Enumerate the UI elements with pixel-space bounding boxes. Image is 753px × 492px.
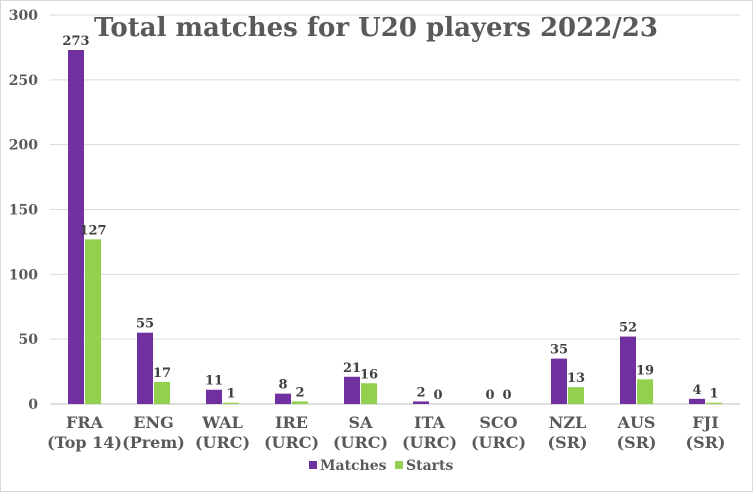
data-label-matches-ire: 8 xyxy=(278,378,287,393)
bar-matches-nzl xyxy=(551,358,567,404)
bar-matches-eng xyxy=(137,332,153,404)
x-tick-label-aus-1: (SR) xyxy=(617,433,657,452)
bar-starts-nzl xyxy=(568,387,584,404)
x-tick-label-eng-0: ENG xyxy=(133,413,173,432)
data-label-starts-aus: 19 xyxy=(636,363,654,378)
data-label-matches-fji: 4 xyxy=(692,383,701,398)
x-tick-label-nzl-0: NZL xyxy=(549,413,587,432)
bar-matches-aus xyxy=(620,336,636,404)
bar-starts-eng xyxy=(154,381,170,404)
y-axis-ticks: 0 50 100 150 200 250 300 xyxy=(9,8,38,413)
x-tick-label-sa-1: (URC) xyxy=(333,433,388,452)
legend-label-matches: Matches xyxy=(320,458,387,474)
x-tick-label-aus-0: AUS xyxy=(617,413,656,432)
x-tick-label-fji-1: (SR) xyxy=(686,433,726,452)
x-tick-label-wal-0: WAL xyxy=(201,413,243,432)
y-tick-label: 50 xyxy=(19,332,39,348)
bar-matches-fra xyxy=(68,50,84,404)
y-tick-label: 0 xyxy=(28,397,38,413)
y-tick-label: 300 xyxy=(9,8,38,24)
x-tick-label-fra-1: (Top 14) xyxy=(47,433,122,452)
bar-matches-ita xyxy=(413,401,429,404)
data-label-matches-aus: 52 xyxy=(619,321,637,336)
x-tick-label-wal-1: (URC) xyxy=(195,433,250,452)
x-tick-label-fra-0: FRA xyxy=(66,413,104,432)
bar-matches-fji xyxy=(689,398,705,404)
legend-swatch-matches xyxy=(309,461,317,469)
x-tick-label-sco-0: SCO xyxy=(479,413,517,432)
data-label-matches-nzl: 35 xyxy=(550,343,568,358)
data-label-matches-fra: 273 xyxy=(62,34,89,49)
legend-label-starts: Starts xyxy=(406,458,453,474)
legend: Matches Starts xyxy=(309,458,453,474)
data-label-matches-wal: 11 xyxy=(205,374,223,389)
data-label-matches-ita: 2 xyxy=(416,385,425,400)
x-tick-label-sco-1: (URC) xyxy=(471,433,526,452)
data-label-matches-sco: 0 xyxy=(485,388,494,403)
bars xyxy=(68,50,722,404)
bar-starts-wal xyxy=(223,402,239,404)
x-tick-label-ita-0: ITA xyxy=(414,413,446,432)
data-label-starts-eng: 17 xyxy=(153,366,171,381)
x-tick-label-ire-0: IRE xyxy=(275,413,308,432)
x-axis-ticks: FRA(Top 14)ENG(Prem)WAL(URC)IRE(URC)SA(U… xyxy=(47,413,725,452)
data-label-starts-sa: 16 xyxy=(360,367,378,382)
bar-starts-fra xyxy=(85,239,101,404)
bar-starts-sa xyxy=(361,383,377,404)
y-tick-label: 250 xyxy=(9,73,38,89)
legend-swatch-starts xyxy=(395,461,403,469)
bar-starts-fji xyxy=(706,402,722,404)
y-tick-label: 150 xyxy=(9,203,38,219)
data-label-starts-wal: 1 xyxy=(226,387,235,402)
bar-matches-sa xyxy=(344,376,360,404)
data-label-starts-ire: 2 xyxy=(295,385,304,400)
x-tick-label-eng-1: (Prem) xyxy=(122,433,185,452)
y-tick-label: 200 xyxy=(9,138,38,154)
bar-starts-ire xyxy=(292,401,308,404)
x-tick-label-sa-0: SA xyxy=(349,413,374,432)
data-label-starts-nzl: 13 xyxy=(567,371,585,386)
bar-matches-ire xyxy=(275,393,291,404)
y-tick-label: 100 xyxy=(9,267,38,283)
data-label-starts-fra: 127 xyxy=(79,223,106,238)
x-tick-label-ita-1: (URC) xyxy=(402,433,457,452)
bar-starts-aus xyxy=(637,379,653,404)
gridlines xyxy=(50,14,740,405)
x-tick-label-fji-0: FJI xyxy=(692,413,718,432)
data-label-starts-sco: 0 xyxy=(502,388,511,403)
bar-matches-wal xyxy=(206,389,222,404)
data-label-starts-fji: 1 xyxy=(709,387,718,402)
chart-title: Total matches for U20 players 2022/23 xyxy=(94,13,658,43)
x-tick-label-nzl-1: (SR) xyxy=(548,433,588,452)
data-label-starts-ita: 0 xyxy=(433,388,442,403)
data-label-matches-sa: 21 xyxy=(343,361,361,376)
data-label-matches-eng: 55 xyxy=(136,317,154,332)
x-tick-label-ire-1: (URC) xyxy=(264,433,319,452)
